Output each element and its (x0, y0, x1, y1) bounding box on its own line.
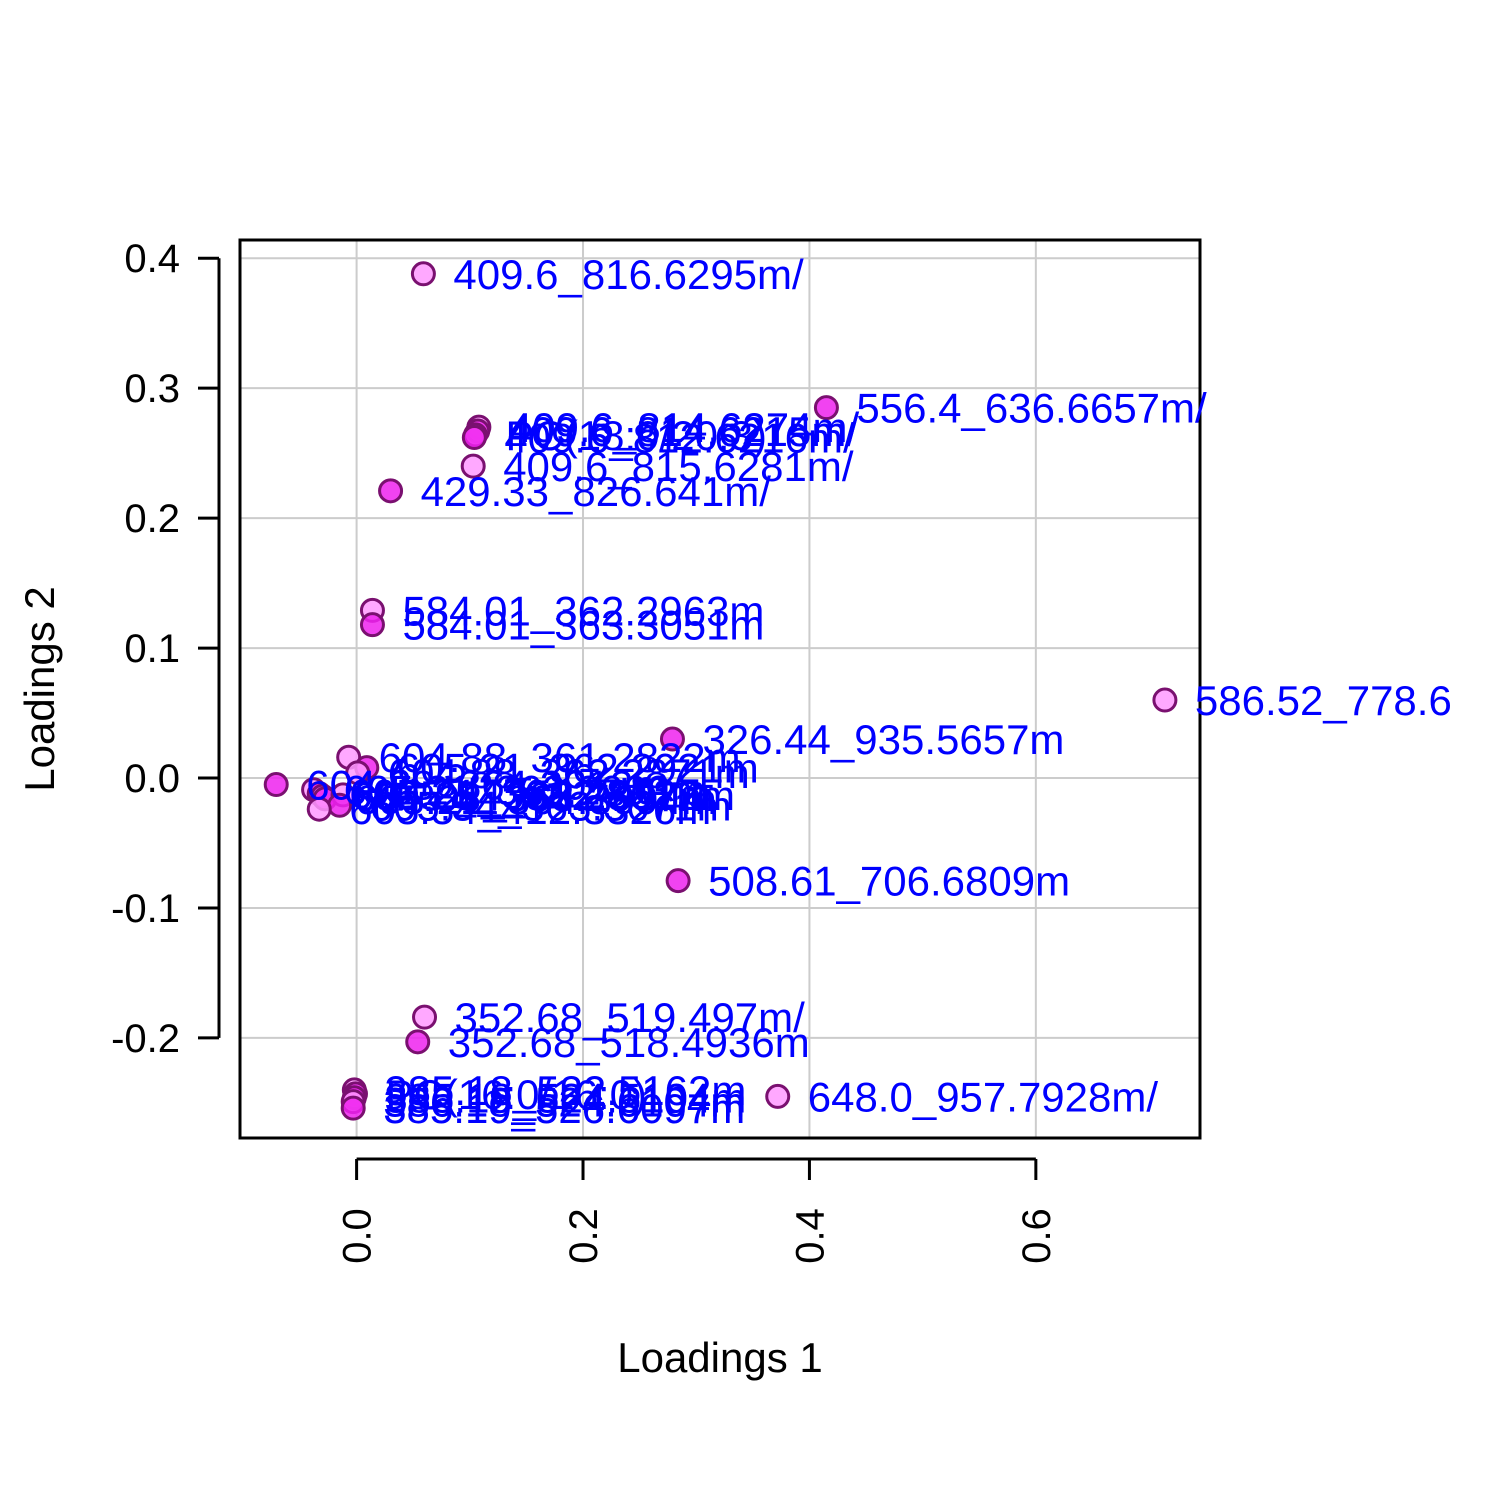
grid-lines (240, 240, 1200, 1138)
y-axis-title: Loadings 2 (16, 586, 63, 792)
point-label: 556.4_636.6657m/ (856, 385, 1207, 432)
point-label: 604.88_361.2822m (379, 734, 741, 781)
data-point (345, 760, 371, 786)
point-label: 409.6_814.6274m/ (509, 404, 860, 451)
point-label: 586.52_778.6 (1195, 677, 1452, 724)
point-label: PC(18:0/20:3) (505, 412, 766, 459)
data-point (405, 1029, 431, 1055)
data-point (410, 261, 436, 287)
point-label: 409.6_814.6215m/ (508, 408, 859, 455)
data-point (306, 796, 332, 822)
point-label: 605.21_363.2993m (344, 767, 706, 814)
x-axis-title: Loadings 1 (617, 1334, 823, 1381)
point-label: 326.44_935.5657m (702, 716, 1064, 763)
point-label: 605.21_362.2921m (397, 745, 759, 792)
point-label: 385.18_522.5162m (384, 1067, 746, 1114)
point-label: 385.19_526.6097m (383, 1085, 745, 1132)
point-label: 605.54_362.3012m (373, 772, 735, 819)
axes: 0.0 0.2 0.4 0.6 -0.2 -0.1 0.0 0.1 0.2 0.3 0.4 (111, 237, 1059, 1264)
point-label: 409.6_812.6216m/ (504, 415, 855, 462)
point-label: 508.61_706.6809m (708, 858, 1070, 905)
x-tick-label: 0.0 (336, 1208, 380, 1264)
point-label: 409.6_816.6295m/ (453, 251, 804, 298)
data-point (765, 1083, 791, 1109)
point-label: 604.88_363.2957m (353, 773, 715, 820)
point-label: 605.21_361.2852m (349, 771, 711, 818)
plot-frame (238, 238, 1202, 1140)
point-label: 584.01_363.3051m (402, 602, 764, 649)
y-tick-label: 0.4 (124, 237, 180, 281)
point-label: PC(16:0/16:0) (385, 1071, 646, 1118)
point-label: 352.68_518.4936m (448, 1019, 810, 1066)
data-point (659, 726, 685, 752)
point-label: 604.88_364.3012m (306, 762, 668, 809)
point-label: 352.68_519.497m/ (455, 994, 806, 1041)
point-label: 429.33_826.641m/ (421, 468, 772, 515)
data-point (461, 425, 487, 451)
data-point (813, 395, 839, 421)
point-label: 605.54_412.3326m (349, 786, 711, 833)
data-point (665, 868, 691, 894)
point-label: 648.0_957.7928m/ (808, 1073, 1159, 1120)
y-tick-label: 0.0 (124, 757, 180, 801)
data-point (359, 612, 385, 638)
point-label: 584.01_362.2963m (402, 587, 764, 634)
y-tick-label: 0.3 (124, 367, 180, 411)
data-point (460, 453, 486, 479)
x-tick-label: 0.6 (1015, 1208, 1059, 1264)
data-point (263, 772, 289, 798)
point-label: 409.6_815.6281m/ (503, 443, 854, 490)
data-points (263, 261, 1178, 1121)
x-tick-label: 0.4 (788, 1208, 832, 1264)
y-tick-label: 0.1 (124, 627, 180, 671)
y-tick-label: 0.2 (124, 497, 180, 541)
data-point (1152, 687, 1178, 713)
data-point (378, 478, 404, 504)
point-label: 605.21_364.3094m (355, 776, 717, 823)
y-tick-label: -0.1 (111, 887, 180, 931)
data-point (412, 1004, 438, 1030)
y-tick-label: -0.2 (111, 1017, 180, 1061)
data-point (340, 1095, 366, 1121)
point-label: 605.54_363.3071m (370, 782, 732, 829)
point-label: 385.18_524.5104m (384, 1075, 746, 1122)
point-labels: 409.6_816.6295m/556.4_636.6657m/409.6_81… (306, 251, 1452, 1132)
x-tick-label: 0.2 (562, 1208, 606, 1264)
point-label: 604.88_362.2871m (388, 750, 750, 797)
point-label: 386.18_524.6104m (383, 1079, 745, 1126)
